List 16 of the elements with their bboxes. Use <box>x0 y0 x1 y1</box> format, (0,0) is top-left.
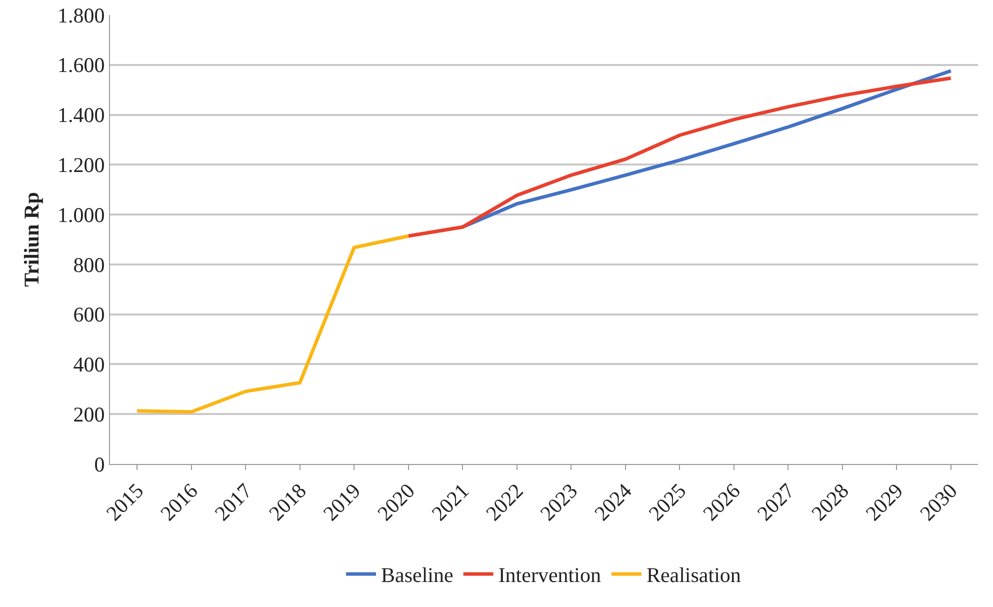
line-series <box>135 234 410 414</box>
y-tick-label: 1.400 <box>58 103 105 128</box>
y-tick-label: 1.000 <box>58 202 105 227</box>
line-series <box>406 76 953 238</box>
y-tick-label: 0 <box>94 452 105 476</box>
y-axis-title: Triliun Rp <box>20 192 44 287</box>
y-tick-label: 1.600 <box>58 53 105 78</box>
y-tick-label: 1.800 <box>58 3 105 28</box>
legend-label: Intervention <box>498 563 602 588</box>
legend-label: Baseline <box>381 563 454 588</box>
y-tick-label: 800 <box>73 252 105 277</box>
y-tick-label: 400 <box>73 352 105 377</box>
y-tick-label: 1.200 <box>58 153 105 178</box>
y-tick-label: 200 <box>73 402 105 426</box>
y-tick-label: 600 <box>73 302 105 327</box>
legend-label: Realisation <box>646 563 742 588</box>
